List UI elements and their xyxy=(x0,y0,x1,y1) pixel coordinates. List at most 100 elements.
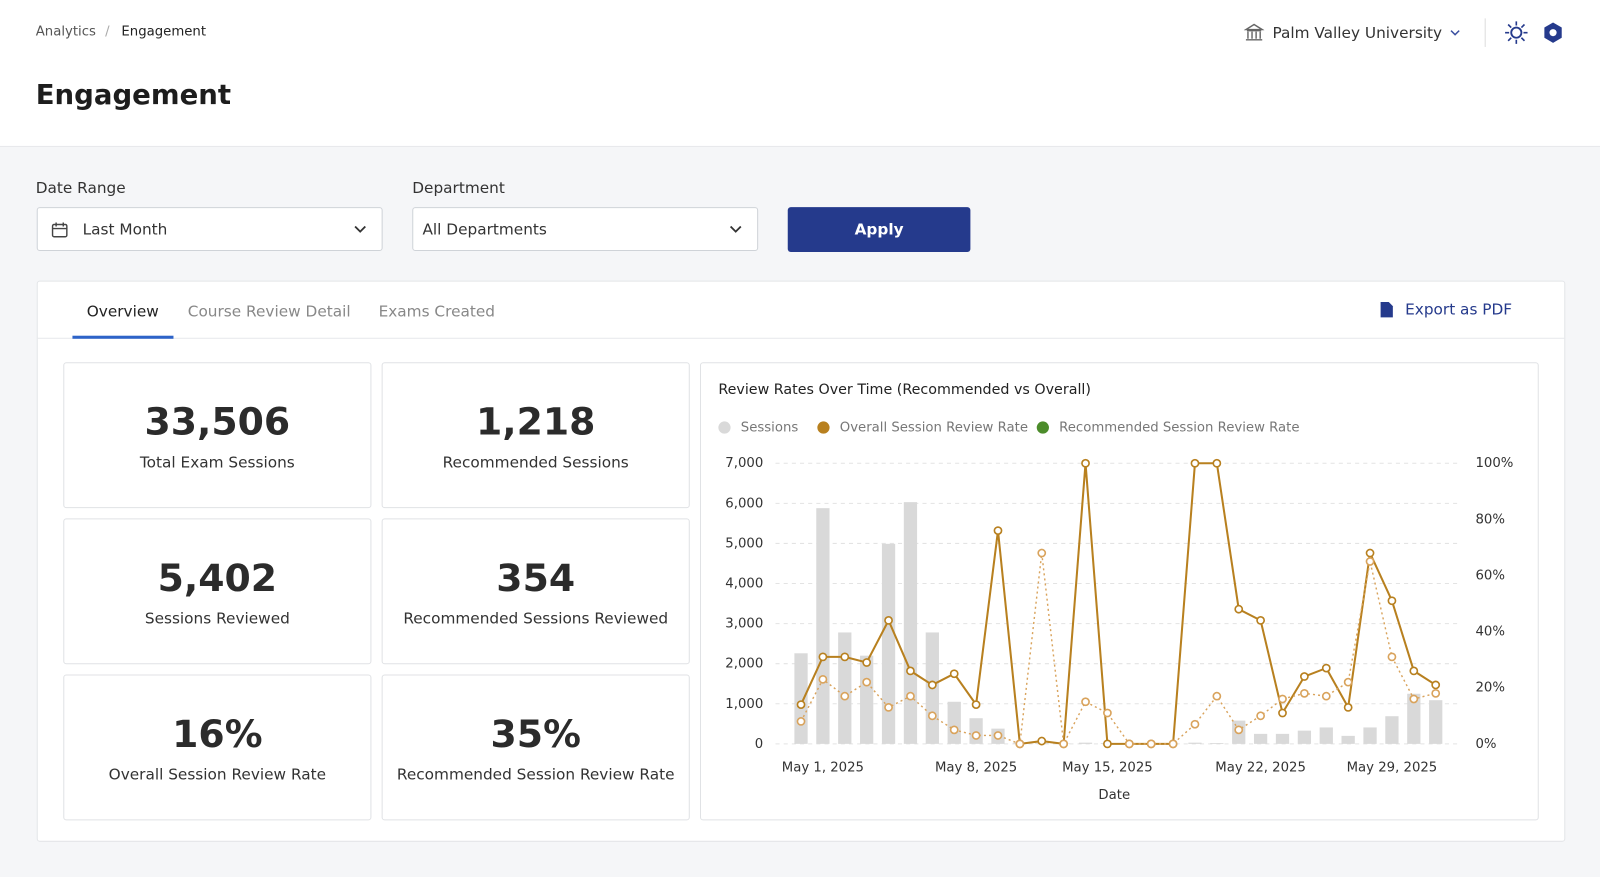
point xyxy=(862,658,872,667)
point xyxy=(1234,725,1244,735)
point xyxy=(1300,672,1309,681)
bar xyxy=(1078,742,1093,744)
bar xyxy=(1385,716,1399,744)
point xyxy=(1278,694,1287,704)
select-value: All Departments xyxy=(422,220,547,239)
bar xyxy=(881,543,896,744)
point xyxy=(1409,694,1419,704)
y2-tick-label: 80% xyxy=(1475,512,1504,527)
point xyxy=(1300,688,1309,698)
bar xyxy=(1319,727,1333,744)
bar xyxy=(1363,727,1377,744)
bar xyxy=(1253,733,1268,744)
tab-active[interactable]: Overview xyxy=(86,302,159,321)
point xyxy=(884,616,893,625)
kpi-label: Recommended Sessions xyxy=(442,453,629,472)
point xyxy=(1387,652,1397,662)
breadcrumb-current: Engagement xyxy=(121,24,207,40)
chevron xyxy=(1450,30,1460,36)
point xyxy=(1321,691,1331,701)
kpi-card: 1,218 Recommended Sessions xyxy=(381,362,690,509)
point xyxy=(971,731,981,740)
apply-button[interactable]: Apply xyxy=(787,207,971,253)
point xyxy=(1212,691,1222,701)
point xyxy=(1124,739,1134,749)
legend-label: Recommended Session Review Rate xyxy=(1059,421,1299,436)
kpi-value: 5,402 xyxy=(157,556,278,600)
chevron xyxy=(354,225,366,233)
bar xyxy=(1297,730,1312,744)
y-tick-label: 6,000 xyxy=(725,496,763,511)
point xyxy=(840,652,850,662)
legend-label: Sessions xyxy=(741,421,799,436)
kpi-card: 35% Recommended Session Review Rate xyxy=(381,674,690,821)
legend-swatch xyxy=(1036,421,1049,434)
point xyxy=(1431,680,1441,690)
kpi-value: 16% xyxy=(172,712,263,757)
y-tick-label: 3,000 xyxy=(725,617,763,632)
bar xyxy=(1275,733,1290,744)
point xyxy=(993,526,1003,535)
point xyxy=(1212,458,1222,468)
bar xyxy=(1429,700,1443,744)
point xyxy=(884,703,893,712)
y-tick-label: 7,000 xyxy=(725,456,763,471)
kpi-label: Total Exam Sessions xyxy=(139,453,295,472)
point xyxy=(1146,739,1156,749)
legend-label: Overall Session Review Rate xyxy=(840,421,1028,436)
y-tick-label: 1,000 xyxy=(725,697,763,712)
tab[interactable]: Course Review Detail xyxy=(187,302,351,321)
legend-swatch xyxy=(718,421,731,434)
select-value: Last Month xyxy=(82,220,168,239)
point xyxy=(1168,739,1178,749)
point xyxy=(1343,703,1353,712)
breadcrumb-link[interactable]: Analytics xyxy=(35,24,96,40)
date-range-select[interactable]: Last Month xyxy=(36,207,383,252)
organization-selector[interactable]: Palm Valley University xyxy=(1272,23,1443,42)
x-tick-label: May 1, 2025 xyxy=(782,760,864,775)
bar xyxy=(794,653,808,744)
pdf-icon xyxy=(1380,302,1393,318)
point xyxy=(1234,604,1244,614)
point xyxy=(1190,458,1200,468)
kpi-value: 1,218 xyxy=(475,399,596,444)
kpi-card: 33,506 Total Exam Sessions xyxy=(63,362,372,509)
export-button[interactable]: Export as PDF xyxy=(1405,299,1513,319)
kpi-label: Recommended Sessions Reviewed xyxy=(403,609,669,628)
line xyxy=(800,552,1436,747)
x-tick-label: May 15, 2025 xyxy=(1062,760,1153,775)
chart: Review Rates Over Time (Recommended vs O… xyxy=(718,382,1513,803)
point xyxy=(1059,739,1069,749)
point xyxy=(840,691,850,701)
university-icon xyxy=(1243,23,1265,41)
point xyxy=(927,711,937,721)
settings-button[interactable] xyxy=(1541,20,1565,44)
point xyxy=(993,731,1003,740)
kpi-label: Recommended Session Review Rate xyxy=(396,765,675,784)
tab-divider xyxy=(37,337,1565,339)
point xyxy=(1365,557,1375,566)
kpi-value: 35% xyxy=(490,712,581,757)
tab[interactable]: Exams Created xyxy=(378,302,496,321)
point xyxy=(906,691,915,701)
kpi-card: 5,402 Sessions Reviewed xyxy=(63,518,372,665)
bar xyxy=(816,508,830,744)
kpi-card: 16% Overall Session Review Rate xyxy=(63,674,372,821)
point xyxy=(1190,719,1200,729)
department-select[interactable]: All Departments xyxy=(412,207,759,252)
point xyxy=(1343,677,1353,687)
point xyxy=(818,652,828,662)
y-tick-label: 0 xyxy=(755,737,763,752)
y2-tick-label: 100% xyxy=(1475,456,1513,471)
y-tick-label: 2,000 xyxy=(725,657,763,672)
y-tick-label: 4,000 xyxy=(725,577,763,592)
bar xyxy=(1407,693,1421,744)
theme-toggle[interactable] xyxy=(1504,20,1528,44)
filter-label: Date Range xyxy=(35,178,126,197)
point xyxy=(1015,739,1025,749)
point xyxy=(1103,708,1112,718)
tab-indicator xyxy=(72,335,174,339)
legend-swatch xyxy=(817,421,830,434)
x-axis-label: Date xyxy=(1098,788,1130,803)
bar xyxy=(903,502,918,744)
